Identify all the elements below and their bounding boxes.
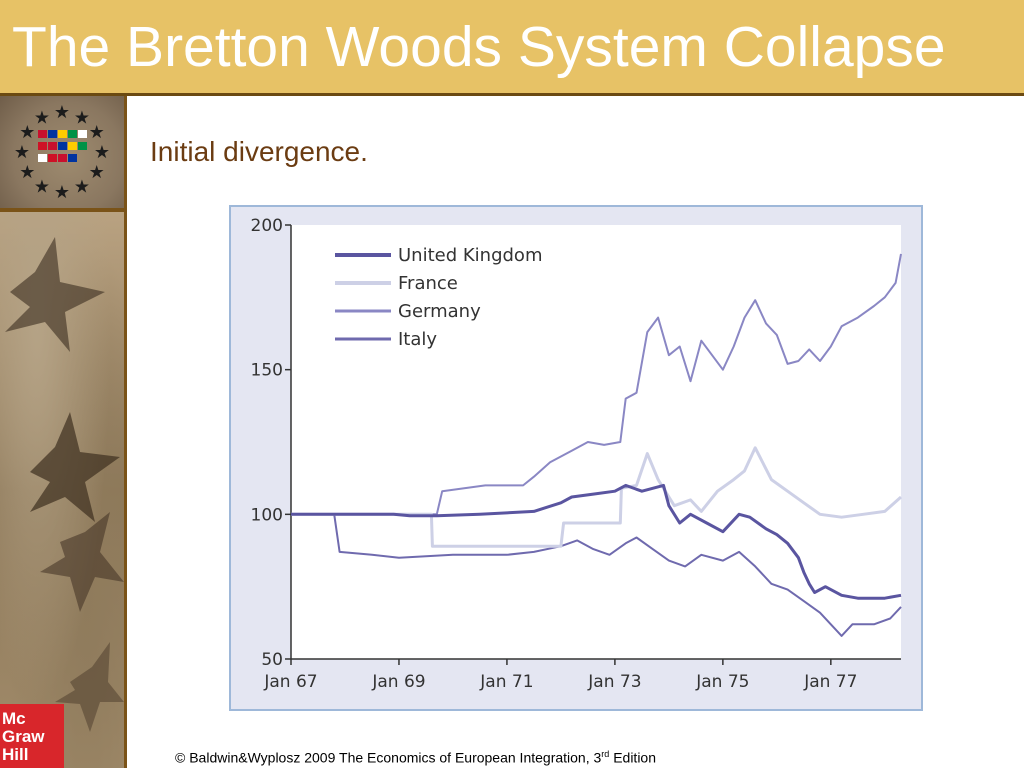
x-tick-label: Jan 69 (371, 672, 425, 692)
y-tick-label: 100 (251, 505, 283, 525)
y-tick-label: 150 (251, 361, 283, 381)
flag-icon (58, 154, 67, 162)
flag-icon (38, 154, 47, 162)
star-icon: ★ (34, 107, 50, 127)
series-line-germany (291, 253, 902, 516)
flag-icon (78, 142, 87, 150)
star-icon: ★ (74, 177, 90, 197)
star-icon: ★ (19, 122, 35, 142)
x-tick-label: Jan 73 (587, 672, 641, 692)
legend-label-united-kingdom: United Kingdom (398, 245, 542, 266)
flag-icon (48, 130, 57, 138)
flag-icon (68, 154, 77, 162)
star-icon: ★ (34, 177, 50, 197)
series-line-united-kingdom (291, 483, 902, 600)
x-tick-label: Jan 71 (479, 672, 533, 692)
logo-line-2: Graw (2, 727, 45, 746)
flag-icon (38, 130, 47, 138)
flag-icon (38, 142, 47, 150)
flag-icon (48, 142, 57, 150)
star-icon: ★ (89, 122, 105, 142)
sand-starfish-image: Mc Graw Hill (0, 212, 124, 768)
star-icon: ★ (74, 107, 90, 127)
y-tick-label: 200 (251, 216, 283, 236)
star-icon: ★ (14, 142, 30, 162)
star-icon: ★ (89, 162, 105, 182)
mcgraw-hill-logo: Mc Graw Hill (0, 704, 64, 768)
logo-line-1: Mc (2, 709, 26, 728)
logo-line-3: Hill (2, 745, 29, 764)
y-tick-label: 50 (261, 650, 283, 670)
flag-icon (58, 130, 67, 138)
eu-flags-image: ★ ★ ★ ★ ★ ★ ★ ★ ★ ★ ★ ★ (0, 96, 124, 212)
footer-citation: © Baldwin&Wyplosz 2009 The Economics of … (175, 749, 656, 766)
footer-edition: Edition (609, 749, 657, 766)
flag-icon (58, 142, 67, 150)
flag-icon (68, 142, 77, 150)
x-tick-label: Jan 77 (803, 672, 857, 692)
star-icon: ★ (54, 102, 70, 122)
slide-subtitle: Initial divergence. (150, 136, 368, 167)
legend-label-germany: Germany (398, 301, 481, 322)
star-icon: ★ (54, 182, 70, 202)
side-decoration: ★ ★ ★ ★ ★ ★ ★ ★ ★ ★ ★ ★ Mc Graw Hill (0, 96, 127, 768)
x-tick-label: Jan 75 (695, 672, 749, 692)
legend-label-france: France (398, 273, 458, 294)
footer-superscript: rd (601, 749, 610, 759)
x-tick-label: Jan 67 (263, 672, 317, 692)
series-line-france (291, 446, 902, 548)
title-bar: The Bretton Woods System Collapse (0, 0, 1024, 96)
eu-stars-icon: ★★★★★★★★★ ★ ★★ (14, 102, 110, 202)
series-line-italy (291, 513, 902, 637)
star-icon: ★ (94, 142, 110, 162)
star-icon: ★ (19, 162, 35, 182)
starfish-icon (5, 237, 124, 732)
chart-frame: 50 100 150 200 Jan 67 Jan 69 Jan 71 Jan 73 Jan 7… (229, 205, 923, 711)
flag-icon (48, 154, 57, 162)
footer-text: © Baldwin&Wyplosz 2009 The Economics of … (175, 749, 602, 766)
legend-label-italy: Italy (398, 329, 437, 350)
slide-title: The Bretton Woods System Collapse (12, 15, 946, 79)
flag-icon (78, 130, 87, 138)
flag-icon (68, 130, 77, 138)
exchange-rate-chart: 50 100 150 200 Jan 67 Jan 69 Jan 71 Jan 73 Jan 7… (251, 216, 902, 692)
plot-area (291, 225, 901, 659)
